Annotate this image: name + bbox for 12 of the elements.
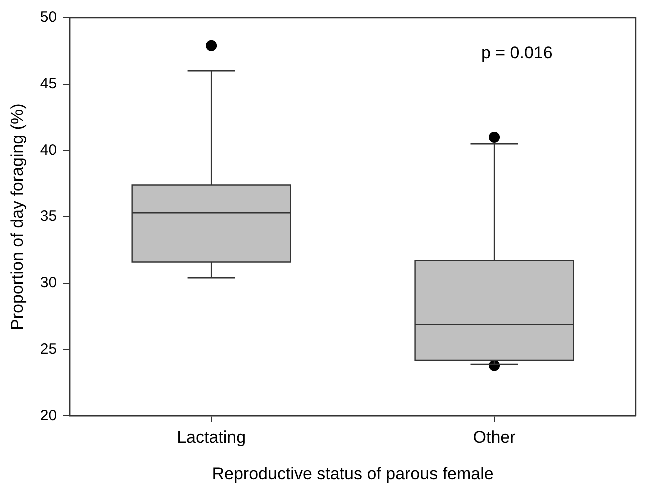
y-tick-label: 45 (40, 76, 58, 93)
y-axis-title: Proportion of day foraging (%) (8, 104, 27, 330)
y-tick-label: 20 (40, 407, 58, 424)
y-tick-label: 40 (40, 142, 58, 159)
annotation: p = 0.016 (481, 44, 553, 63)
y-tick-label: 35 (40, 208, 58, 226)
x-tick-label: Other (473, 428, 516, 448)
x-tick-label: Lactating (177, 428, 246, 448)
y-tick-label: 30 (40, 274, 58, 292)
x-axis-title: Reproductive status of parous female (212, 464, 494, 484)
y-tick-label: 25 (40, 340, 58, 358)
y-tick-label: 50 (40, 9, 58, 26)
